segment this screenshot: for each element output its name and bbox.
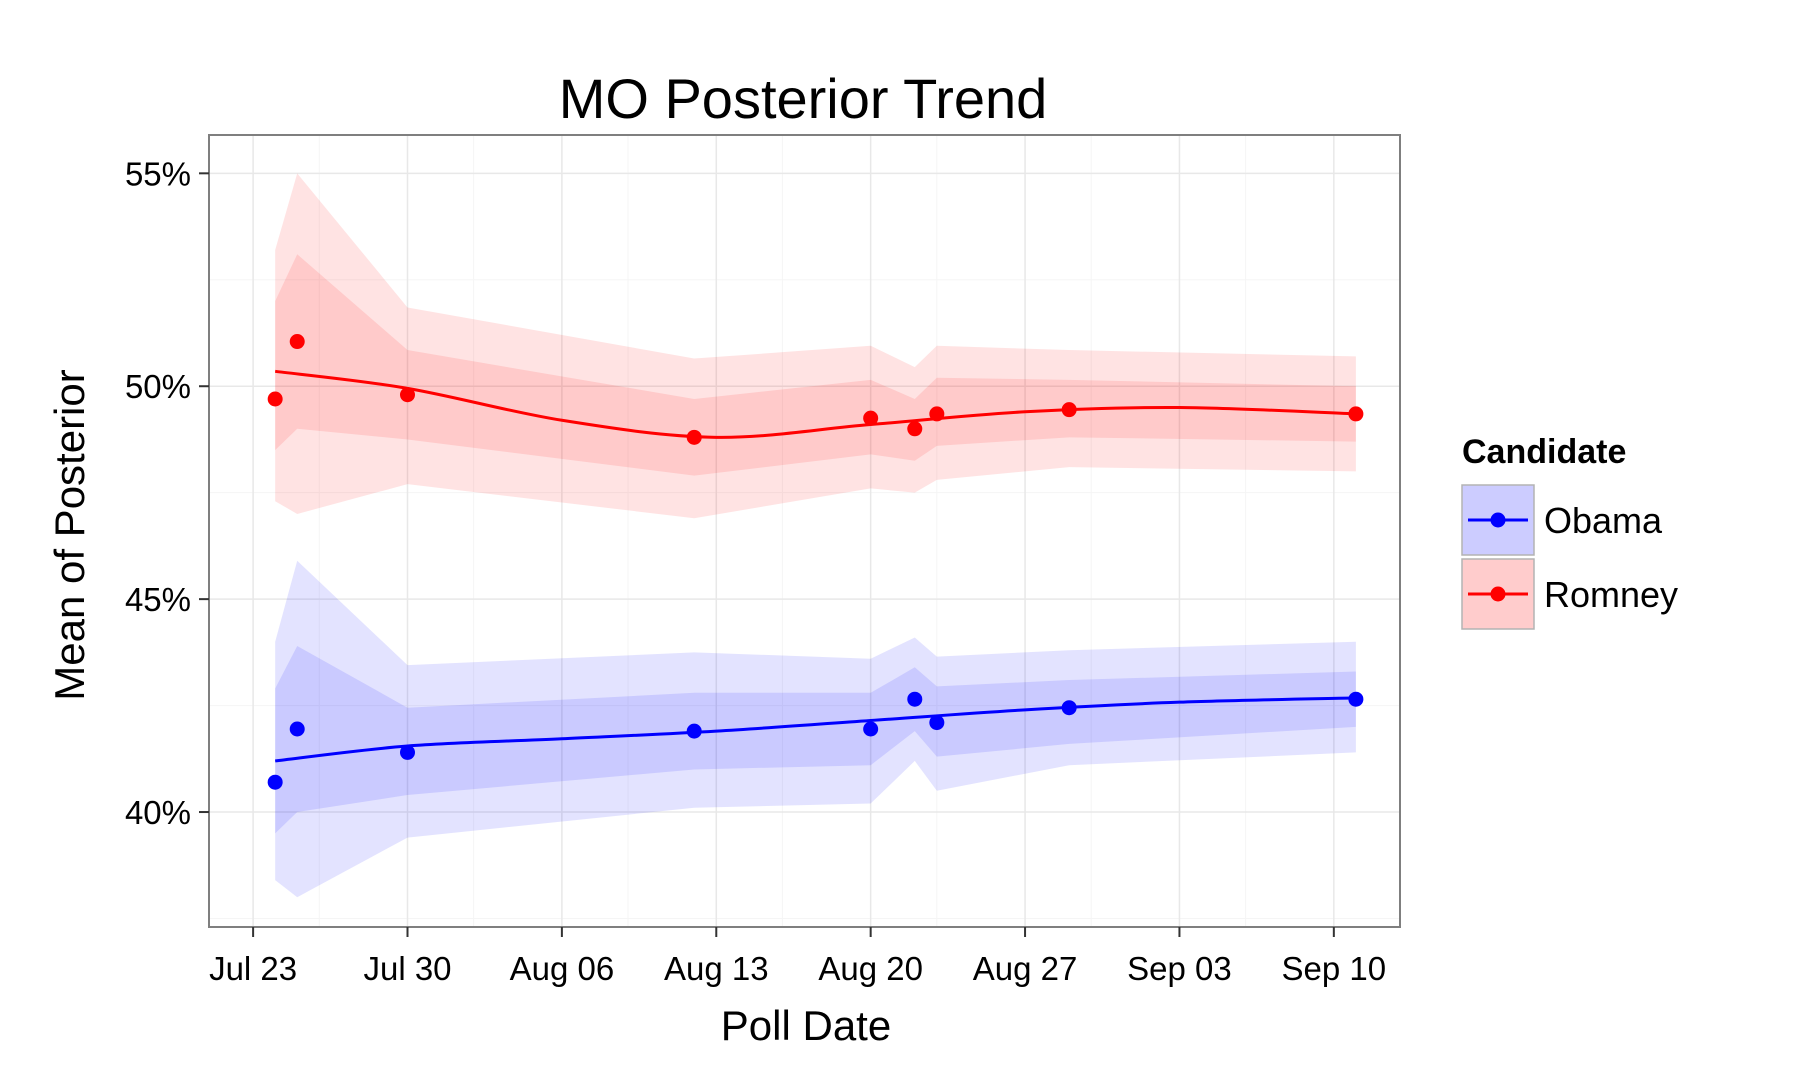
- obama-point: [267, 774, 283, 790]
- obama-point: [863, 721, 879, 737]
- plot-panel-border: [208, 134, 1401, 928]
- grid: [209, 135, 1400, 927]
- obama-inner-band: [275, 645, 1356, 834]
- x-tick-label: Jul 30: [363, 950, 451, 987]
- x-tick-label: Aug 20: [818, 950, 923, 987]
- romney-point: [400, 387, 415, 403]
- legend: Candidate Obama Romney: [1461, 433, 1678, 630]
- obama-point: [1348, 691, 1364, 707]
- romney-trend-line: [274, 369, 1356, 439]
- romney-point: [907, 421, 923, 437]
- x-tick-label: Jul 23: [209, 950, 297, 987]
- romney-point: [1348, 406, 1364, 422]
- confidence-bands: [275, 173, 1356, 898]
- romney-legend-point: [1490, 586, 1506, 602]
- obama-trend-line: [274, 696, 1356, 763]
- x-tick-label: Aug 27: [973, 950, 1078, 987]
- chart-title: MO Posterior Trend: [559, 67, 1048, 130]
- y-tick-label: 50%: [125, 368, 191, 405]
- romney-point: [929, 406, 945, 422]
- romney-point: [1061, 402, 1077, 418]
- obama-legend-label: Obama: [1544, 500, 1663, 541]
- x-tick-label: Aug 06: [510, 950, 615, 987]
- obama-point: [289, 721, 305, 737]
- obama-point: [1061, 700, 1077, 716]
- romney-legend-label: Romney: [1544, 574, 1678, 615]
- x-axis-title: Poll Date: [721, 1002, 891, 1049]
- y-axis: 40% 45% 50% 55%: [125, 155, 209, 831]
- y-tick-label: 55%: [125, 155, 191, 192]
- obama-legend-point: [1490, 512, 1506, 528]
- x-axis: Jul 23 Jul 30 Aug 06 Aug 13 Aug 20 Aug 27 Sep …: [209, 927, 1386, 987]
- romney-point: [863, 410, 879, 426]
- obama-point: [686, 723, 702, 739]
- y-axis-title: Mean of Posterior: [46, 369, 93, 701]
- x-tick-label: Sep 10: [1282, 950, 1387, 987]
- data-points: [267, 334, 1364, 790]
- obama-point: [400, 744, 415, 760]
- romney-point: [686, 429, 702, 445]
- legend-items: Obama Romney: [1461, 484, 1678, 630]
- obama-point: [907, 691, 923, 707]
- y-tick-label: 45%: [125, 581, 191, 618]
- trend-lines: [274, 369, 1356, 763]
- x-tick-label: Sep 03: [1127, 950, 1232, 987]
- legend-title: Candidate: [1462, 433, 1626, 471]
- romney-point: [289, 334, 305, 350]
- romney-inner-band: [275, 254, 1356, 476]
- y-tick-label: 40%: [125, 794, 191, 831]
- obama-point: [929, 715, 945, 731]
- x-tick-label: Aug 13: [664, 950, 769, 987]
- romney-outer-band: [275, 173, 1356, 519]
- obama-outer-band: [275, 560, 1356, 898]
- romney-point: [267, 391, 283, 407]
